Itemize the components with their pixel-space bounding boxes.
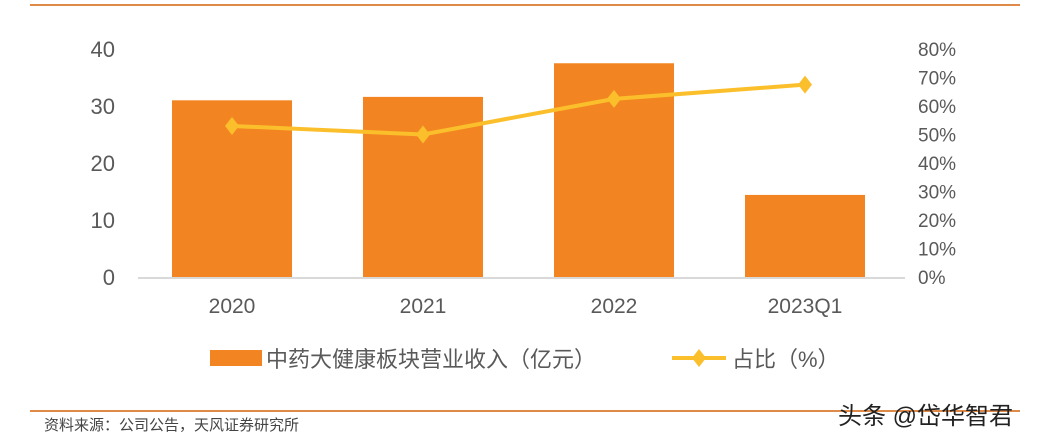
right-tick: 0% [918,268,946,289]
legend-bar-label: 中药大健康板块营业收入（亿元） [266,347,596,372]
right-tick: 20% [918,211,956,232]
left-tick: 30 [91,94,115,119]
x-tick: 2021 [400,295,447,318]
legend-bar-swatch [210,350,262,366]
bar-2021 [363,96,483,277]
bar-2023Q1 [745,194,865,277]
left-tick: 10 [91,208,115,233]
left-tick: 20 [91,151,115,176]
x-tick: 2020 [209,295,256,318]
right-tick: 60% [918,97,956,118]
right-tick: 50% [918,126,956,147]
watermark: 头条 @岱华智君 [838,403,1014,430]
legend-diamond-icon [692,349,706,367]
left-tick: 40 [91,37,115,62]
right-tick: 70% [918,69,956,90]
legend-line-label: 占比（%） [732,347,840,372]
share-point-2021 [416,125,430,144]
source-note: 资料来源：公司公告，天风证券研究所 [44,417,300,434]
x-tick: 2022 [591,295,638,318]
share-point-2022 [607,89,621,108]
left-tick: 0 [103,265,115,290]
share-line [231,82,806,137]
x-tick: 2023Q1 [768,295,843,318]
share-point-2020 [225,116,239,135]
right-tick: 40% [918,154,956,175]
right-tick: 30% [918,183,956,204]
right-tick: 80% [918,40,956,61]
right-tick: 10% [918,240,956,261]
share-point-2023Q1 [798,75,812,94]
